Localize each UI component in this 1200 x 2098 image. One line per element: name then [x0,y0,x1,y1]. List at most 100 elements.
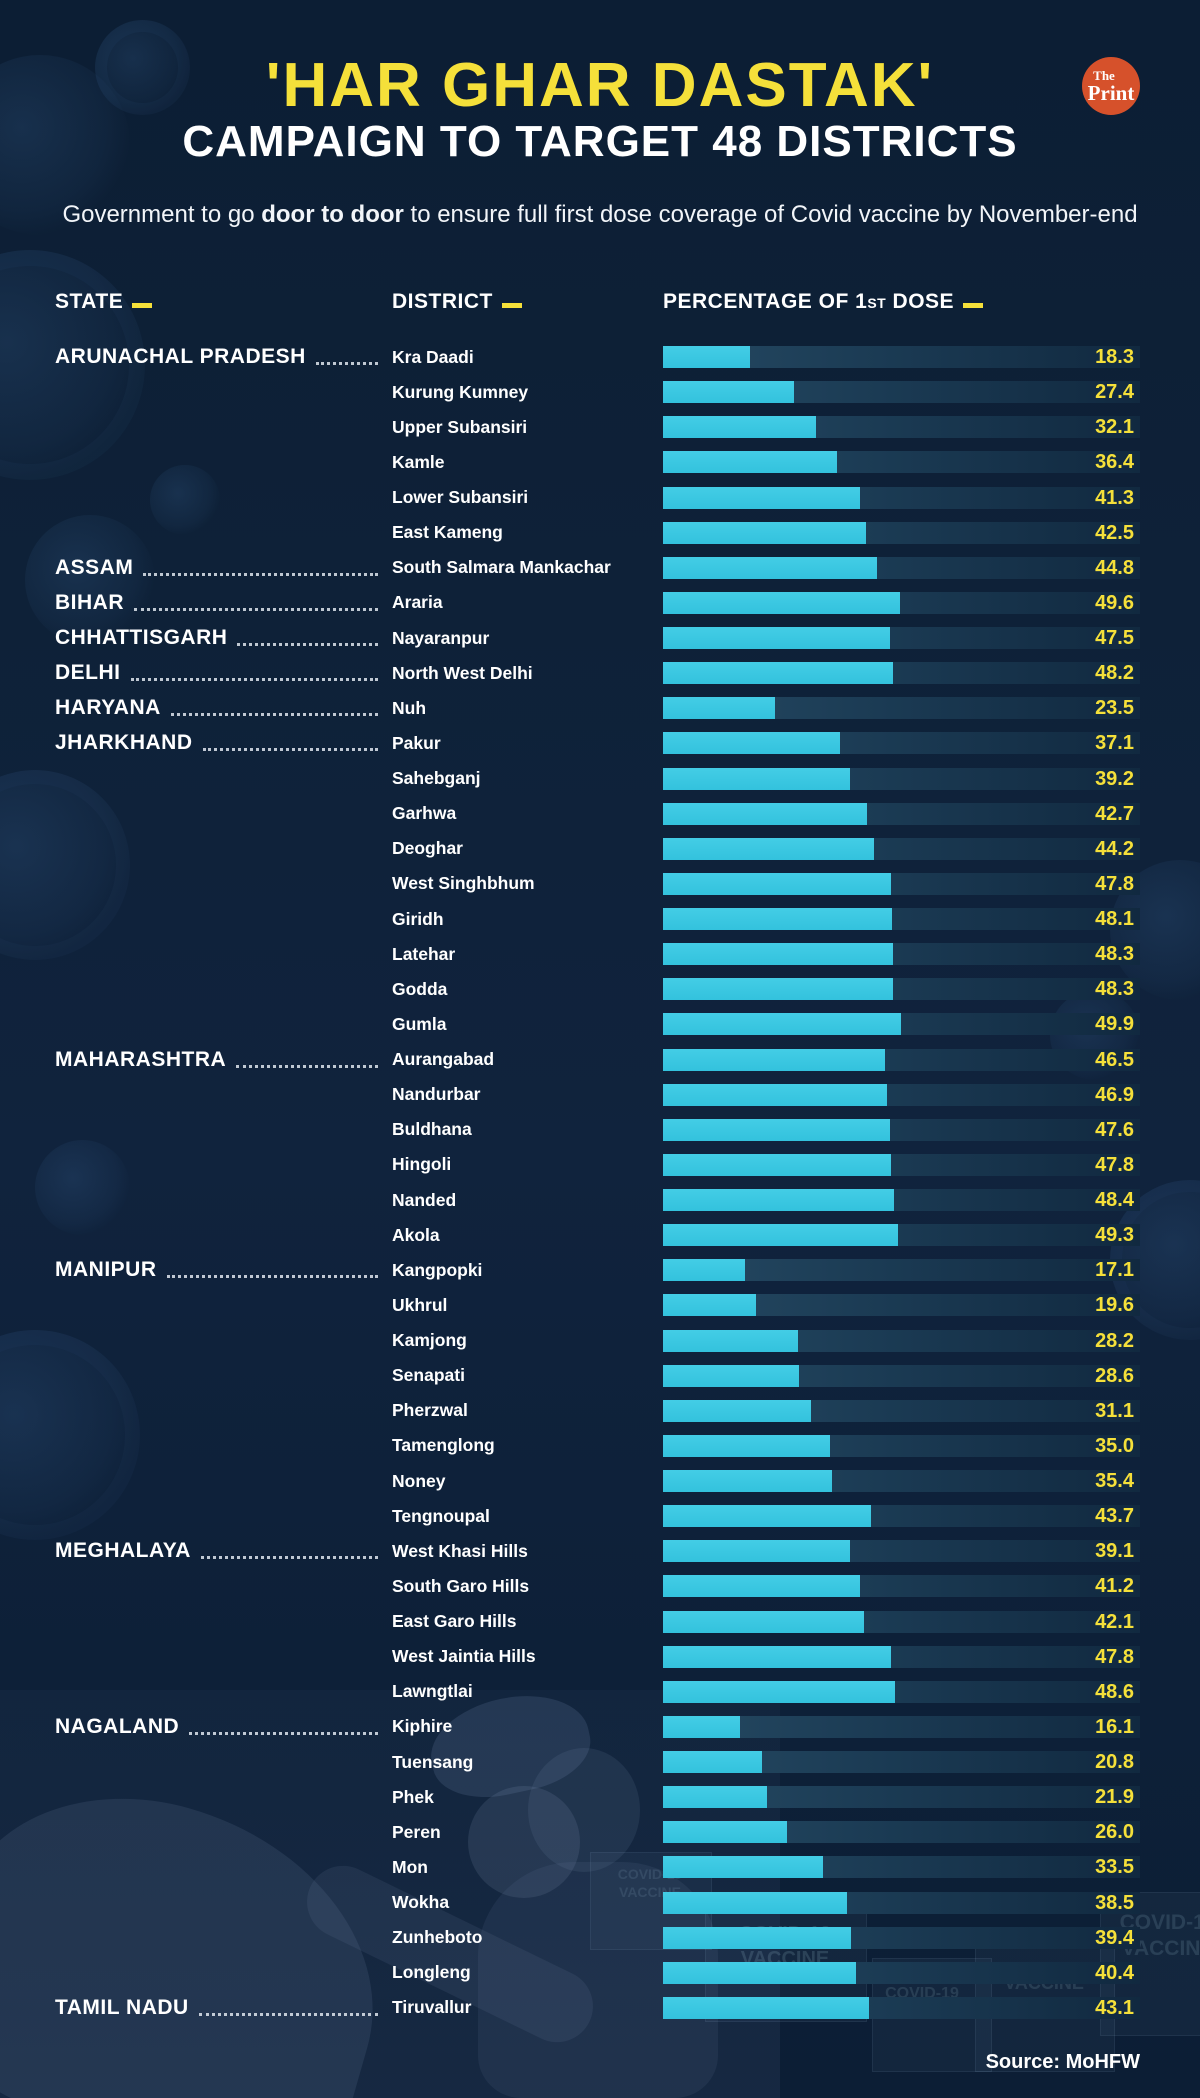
bar-fill [663,1083,887,1106]
bar-track: 28.2 [663,1329,1140,1352]
bar-fill [663,1224,899,1247]
table-row: Ukhrul 19.6 [0,1288,1200,1323]
bar-value: 41.3 [1095,486,1134,509]
bar-track: 47.6 [663,1118,1140,1141]
district-label: Nandurbar [392,1084,481,1105]
state-label: NAGALAND [55,1714,180,1738]
district-label: Kiphire [392,1716,453,1737]
bar-track: 42.1 [663,1610,1140,1633]
dotted-leader [198,2012,378,2016]
table-row: BIHAR Araria 49.6 [0,585,1200,620]
district-label: Giridh [392,908,444,929]
description-prefix: Government to go [62,201,262,228]
photo-silhouette [528,1748,640,1872]
logo-text-print: Print [1087,80,1135,105]
table-row: East Garo Hills 42.1 [0,1604,1200,1639]
table-row: HARYANA Nuh 23.5 [0,691,1200,726]
bar-value: 35.4 [1095,1470,1134,1493]
bar-fill [663,1961,856,1984]
state-cell: ASSAM [55,556,392,580]
theprint-logo: The Print [1082,57,1140,115]
bar-value: 32.1 [1095,416,1134,439]
district-label: Longleng [392,1962,471,1983]
bar-value: 31.1 [1095,1399,1134,1422]
district-label: Hingoli [392,1154,452,1175]
state-label: DELHI [55,661,121,685]
bar-track: 49.9 [663,1013,1140,1036]
bar-value: 44.8 [1095,556,1134,579]
bar-track: 48.3 [663,943,1140,966]
district-label: Kurung Kumney [392,381,529,402]
table-row: CHHATTISGARH Nayaranpur 47.5 [0,621,1200,656]
district-label: East Garo Hills [392,1611,517,1632]
state-cell: MAHARASHTRA [55,1048,392,1072]
bar-track: 41.3 [663,486,1140,509]
bar-track: 31.1 [663,1399,1140,1422]
table-row: Kamle 36.4 [0,445,1200,480]
table-row: Godda 48.3 [0,972,1200,1007]
bar-track: 27.4 [663,381,1140,404]
bar-value: 18.3 [1095,346,1134,369]
table-row: Latehar 48.3 [0,937,1200,972]
bar-fill [663,697,776,720]
table-row: ARUNACHAL PRADESH Kra Daadi 18.3 [0,340,1200,375]
virus-blob-decoration [95,20,190,115]
bar-value: 26.0 [1095,1821,1134,1844]
bar-track: 39.4 [663,1926,1140,1949]
bar-value: 46.5 [1095,1048,1134,1071]
district-label: West Jaintia Hills [392,1646,536,1667]
bar-value: 42.5 [1095,521,1134,544]
bar-fill [663,1259,745,1282]
bar-value: 48.3 [1095,943,1134,966]
bar-value: 49.3 [1095,1224,1134,1247]
table-row: Senapati 28.6 [0,1358,1200,1393]
state-cell: HARYANA [55,696,392,720]
state-label: ARUNACHAL PRADESH [55,345,306,369]
district-label: Garhwa [392,803,457,824]
table-row: East Kameng 42.5 [0,515,1200,550]
district-label: South Garo Hills [392,1575,530,1596]
column-header-percentage-dose: DOSE [886,290,955,313]
state-label: TAMIL NADU [55,1995,189,2019]
dotted-leader [200,1555,378,1560]
column-header-district: DISTRICT [392,290,522,314]
bar-value: 21.9 [1095,1786,1134,1809]
bar-fill [663,486,860,509]
bar-fill [663,1294,757,1317]
table-row: Noney 35.4 [0,1464,1200,1499]
table-row: Akola 49.3 [0,1218,1200,1253]
table-row: DELHI North West Delhi 48.2 [0,656,1200,691]
district-label: Zunheboto [392,1927,483,1948]
district-label: West Khasi Hills [392,1540,528,1561]
bar-fill [663,1470,832,1493]
bar-value: 39.4 [1095,1926,1134,1949]
vaccination-photo-background [0,1690,780,2098]
table-row: Peren 26.0 [0,1815,1200,1850]
bar-fill [663,1505,872,1528]
state-label: MAHARASHTRA [55,1047,227,1071]
district-label: Kra Daadi [392,346,474,367]
description-bold: door to door [261,201,404,228]
bar-value: 49.9 [1095,1013,1134,1036]
table-row: Kamjong 28.2 [0,1323,1200,1358]
table-row: Nandurbar 46.9 [0,1077,1200,1112]
bar-fill [663,1680,895,1703]
bar-fill [663,381,794,404]
bar-track: 44.8 [663,556,1140,579]
bar-value: 19.6 [1095,1294,1134,1317]
bar-value: 27.4 [1095,381,1134,404]
table-row: Buldhana 47.6 [0,1112,1200,1147]
bar-track: 39.2 [663,767,1140,790]
table-row: ASSAM South Salmara Mankachar 44.8 [0,550,1200,585]
logo-text-the: The [1093,67,1115,83]
bar-value: 23.5 [1095,697,1134,720]
district-label: East Kameng [392,522,503,543]
bar-track: 20.8 [663,1751,1140,1774]
bar-fill [663,1645,891,1668]
bar-fill [663,732,840,755]
bar-value: 47.8 [1095,872,1134,895]
yellow-dash-decoration [132,303,153,308]
bar-track: 35.0 [663,1434,1140,1457]
